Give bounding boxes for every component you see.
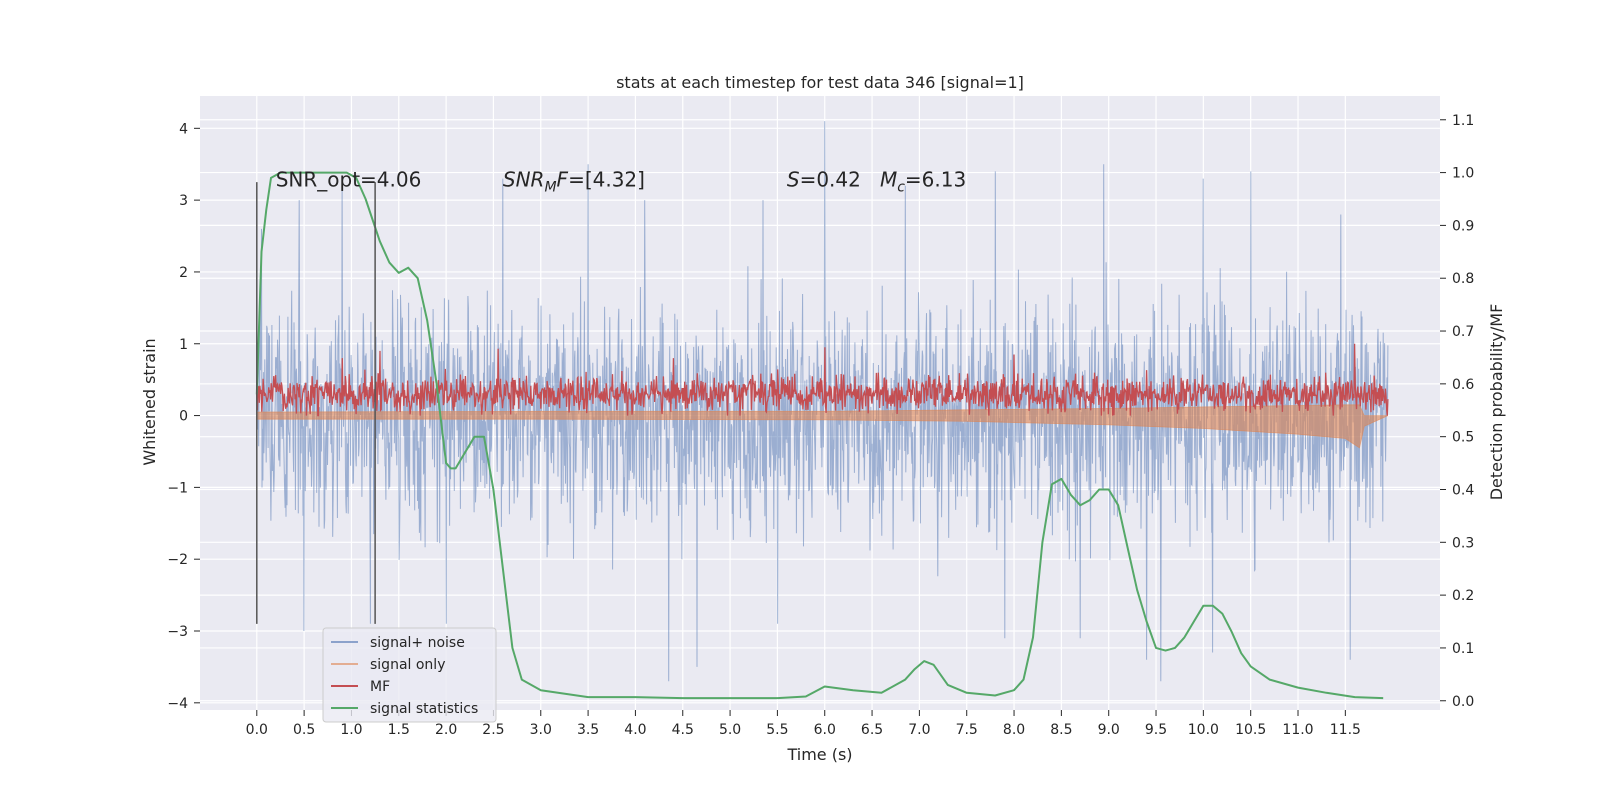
x-tick-label: 8.0	[1003, 722, 1025, 738]
series-layer	[255, 121, 1389, 700]
mf-line	[256, 343, 1389, 417]
x-tick-label: 9.0	[1098, 722, 1120, 738]
y2-tick-label: 0.6	[1452, 377, 1474, 393]
series-signal-only	[256, 404, 1389, 449]
x-tick-label: 3.0	[530, 722, 552, 738]
y2-tick-label: 0.5	[1452, 430, 1474, 446]
x-tick-label: 8.5	[1050, 722, 1072, 738]
y-tick-label: 4	[179, 121, 188, 137]
legend-entry: signal+ noise	[370, 635, 465, 651]
annotation: SNRMF=[4.32]	[503, 168, 645, 196]
x-tick-label: 10.5	[1235, 722, 1266, 738]
x-axis-label: Time (s)	[786, 745, 852, 764]
y2-tick-label: 1.1	[1452, 113, 1474, 129]
legend-entry: signal only	[370, 657, 445, 673]
signal-statistics-line	[255, 171, 1384, 700]
series-mf	[256, 343, 1389, 417]
x-tick-label: 5.0	[719, 722, 741, 738]
y-tick-labels: 4 3 2 1 0 −1 −2 −3 −4	[167, 121, 200, 712]
y-tick-label: 1	[179, 337, 188, 353]
x-tick-label: 2.5	[482, 722, 504, 738]
series-signal-statistics	[255, 171, 1384, 700]
y-axis-label: Whitened strain	[140, 338, 159, 465]
y-tick-label: 0	[179, 409, 188, 425]
x-tick-label: 0.0	[246, 722, 268, 738]
legend: signal+ noise signal only MF signal statist…	[322, 627, 497, 723]
legend-entry: signal statistics	[370, 701, 478, 717]
y2-tick-label: 1.0	[1452, 166, 1474, 182]
y2-tick-label: 0.8	[1452, 271, 1474, 287]
chart-title: stats at each timestep for test data 346…	[616, 73, 1024, 92]
x-tick-label: 6.5	[861, 722, 883, 738]
x-tick-label: 9.5	[1145, 722, 1167, 738]
legend-box	[322, 627, 497, 723]
annotation: S=0.42 Mc=6.13	[787, 168, 966, 196]
y2-tick-label: 0.0	[1452, 694, 1474, 710]
signal-only-area	[256, 404, 1389, 449]
x-tick-label: 5.5	[766, 722, 788, 738]
x-tick-label: 0.5	[293, 722, 315, 738]
legend-entry: MF	[370, 679, 390, 695]
y2-axis-label: Detection probability/MF	[1487, 304, 1506, 501]
x-tick-label: 3.5	[577, 722, 599, 738]
x-tick-label: 7.5	[956, 722, 978, 738]
x-tick-label: 1.0	[340, 722, 362, 738]
y2-tick-label: 0.7	[1452, 324, 1474, 340]
y-tick-label: −3	[167, 624, 188, 640]
y2-tick-label: 0.2	[1452, 588, 1474, 604]
annotation: SNR_opt=4.06	[276, 168, 422, 192]
x-tick-label: 1.5	[388, 722, 410, 738]
y2-tick-label: 0.3	[1452, 535, 1474, 551]
x-tick-label: 10.0	[1188, 722, 1219, 738]
x-tick-label: 11.5	[1330, 722, 1361, 738]
annotations: SNR_opt=4.06 SNRMF=[4.32] S=0.42 Mc=6.13	[276, 168, 966, 196]
vertical-markers	[256, 182, 376, 624]
y-tick-label: −2	[167, 552, 188, 568]
y-tick-label: −1	[167, 480, 188, 496]
y2-tick-label: 0.4	[1452, 482, 1474, 498]
x-tick-label: 11.0	[1282, 722, 1313, 738]
y2-tick-labels: 1.1 1.0 0.9 0.8 0.7 0.6 0.5 0.4 0.3 0.2 0.1 0.0	[1440, 113, 1474, 710]
x-tick-label: 7.0	[908, 722, 930, 738]
y-tick-label: −4	[167, 696, 188, 712]
y2-tick-label: 0.9	[1452, 218, 1474, 234]
x-tick-label: 2.0	[435, 722, 457, 738]
y-tick-label: 2	[179, 265, 188, 281]
x-tick-label: 4.0	[624, 722, 646, 738]
x-tick-labels: 0.0 0.5 1.0 1.5 2.0 2.5 3.0 3.5 4.0 4.5 5.0 5.5 6.0 6…	[246, 710, 1361, 738]
y-tick-label: 3	[179, 193, 188, 209]
x-tick-label: 6.0	[814, 722, 836, 738]
x-tick-label: 4.5	[672, 722, 694, 738]
y2-tick-label: 0.1	[1452, 641, 1474, 657]
